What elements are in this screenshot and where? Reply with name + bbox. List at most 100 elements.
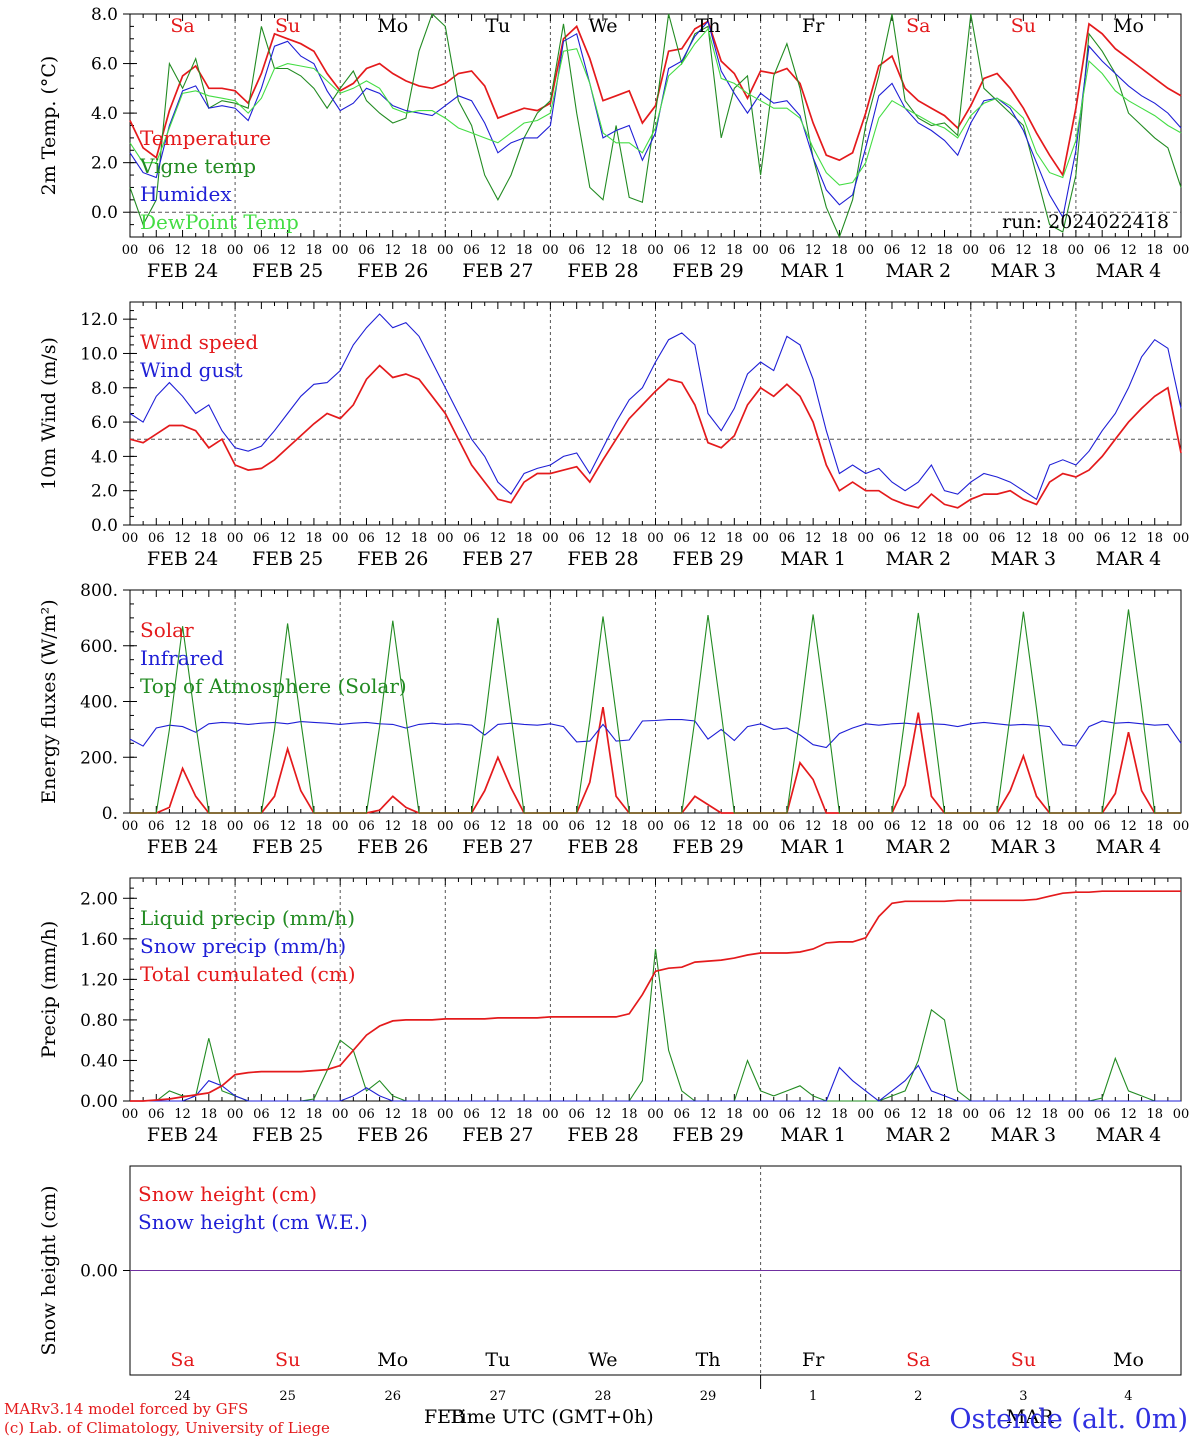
hour-tick-label: 06: [779, 819, 796, 834]
date-label: FEB 29: [672, 548, 743, 570]
hour-tick-label: 18: [516, 531, 533, 546]
y-tick-label: 800.: [80, 581, 118, 601]
date-label: MAR 2: [885, 260, 951, 282]
hour-tick-label: 00: [752, 1107, 769, 1122]
hour-tick-label: 06: [674, 531, 691, 546]
hour-tick-label: 06: [884, 531, 901, 546]
hour-tick-label: 06: [884, 243, 901, 258]
hour-tick-label: 12: [805, 1107, 822, 1122]
hour-tick-label: 00: [332, 1107, 349, 1122]
hour-tick-label: 18: [726, 531, 743, 546]
date-label: FEB 24: [147, 548, 218, 570]
hour-tick-label: 00: [1068, 243, 1085, 258]
weekday-label: Mo: [1113, 15, 1144, 37]
series-line-vigne-temp: [129, 13, 1182, 239]
month-label-mar: MAR: [1006, 1406, 1054, 1428]
hour-tick-label: 18: [1041, 531, 1058, 546]
y-tick-label: 0.: [102, 804, 118, 824]
hour-tick-label: 00: [857, 1107, 874, 1122]
hour-tick-label: 18: [306, 1107, 323, 1122]
hour-tick-label: 06: [253, 819, 270, 834]
y-axis-label: Energy fluxes (W/m²): [38, 599, 60, 803]
hour-tick-label: 12: [595, 819, 612, 834]
series-line-top-of-atmosphere-solar-: [130, 609, 1181, 814]
panel-energy: 800. 600. 400. 200. 0. Energy fluxes (W/m²) So…: [38, 581, 1189, 858]
series-line-humidex: [129, 20, 1182, 219]
series-line-wind-speed: [129, 364, 1182, 509]
weekday-label: Tu: [485, 1349, 510, 1371]
hour-tick-label: 18: [1041, 819, 1058, 834]
series-line-wind-gust: [129, 313, 1182, 501]
hour-tick-label: 18: [411, 1107, 428, 1122]
date-label: FEB 26: [357, 548, 428, 570]
hour-tick-label: 12: [595, 243, 612, 258]
hour-tick-label: 18: [201, 243, 218, 258]
hour-tick-label: 18: [831, 819, 848, 834]
date-label: MAR 4: [1096, 836, 1162, 858]
date-label: FEB 26: [357, 836, 428, 858]
hour-tick-label: 00: [542, 531, 559, 546]
hour-tick-label: 12: [279, 243, 296, 258]
y-tick-label: 0.80: [80, 1011, 118, 1031]
weekday-label: We: [588, 1349, 617, 1371]
hour-tick-label: 06: [463, 531, 480, 546]
weekday-label: Sa: [906, 15, 930, 37]
hour-tick-label: 12: [1120, 819, 1137, 834]
hour-tick-label: 12: [805, 531, 822, 546]
hour-tick-label: 18: [1146, 1107, 1163, 1122]
hour-tick-label: 12: [490, 531, 507, 546]
hour-tick-label: 12: [700, 531, 717, 546]
y-axis-label: Precip (mm/h): [38, 921, 60, 1059]
hour-tick-label: 00: [227, 1107, 244, 1122]
hour-tick-label: 00: [752, 819, 769, 834]
date-label: FEB 25: [252, 836, 323, 858]
legend-entry: Wind gust: [140, 358, 243, 382]
y-tick-label: 200.: [80, 748, 118, 768]
date-label: FEB 26: [357, 1124, 428, 1146]
hour-tick-label: 06: [568, 531, 585, 546]
y-tick-label: 0.0: [91, 516, 118, 536]
hour-tick-label: 00: [647, 1107, 664, 1122]
hour-tick-label: 18: [936, 531, 953, 546]
day-number-label: 27: [490, 1389, 507, 1404]
y-tick-label: 600.: [80, 637, 118, 657]
y-tick-label: 8.0: [91, 5, 118, 25]
y-tick-label: 4.0: [91, 104, 118, 124]
series-line-snow-precip-mm-h-: [130, 1064, 1181, 1102]
hour-tick-label: 06: [779, 243, 796, 258]
hour-tick-label: 18: [831, 531, 848, 546]
hour-tick-label: 18: [1146, 819, 1163, 834]
station-label: Ostende (alt. 0m): [949, 1404, 1188, 1435]
hour-tick-label: 12: [174, 819, 191, 834]
day-number-label: 26: [384, 1389, 401, 1404]
hour-tick-label: 06: [674, 243, 691, 258]
date-label: MAR 2: [885, 548, 951, 570]
y-tick-label: 1.20: [80, 970, 118, 990]
hour-tick-label: 06: [358, 819, 375, 834]
hour-tick-label: 12: [1015, 243, 1032, 258]
hour-tick-label: 00: [647, 531, 664, 546]
date-label: FEB 25: [252, 1124, 323, 1146]
hour-tick-label: 06: [253, 243, 270, 258]
date-label: FEB 29: [672, 836, 743, 858]
hour-tick-label: 18: [516, 819, 533, 834]
hour-tick-label: 18: [621, 1107, 638, 1122]
hour-tick-label: 06: [674, 1107, 691, 1122]
day-number-label: 3: [1019, 1389, 1027, 1404]
hour-tick-label: 00: [542, 819, 559, 834]
day-number-label: 24: [174, 1389, 191, 1404]
legend-entry: Liquid precip (mm/h): [140, 906, 355, 930]
legend-entry: Snow precip (mm/h): [140, 934, 346, 958]
hour-tick-label: 18: [201, 1107, 218, 1122]
hour-tick-label: 06: [1094, 243, 1111, 258]
day-number-label: 4: [1124, 1389, 1132, 1404]
hour-tick-label: 06: [1094, 819, 1111, 834]
hour-tick-label: 06: [989, 531, 1006, 546]
date-label: MAR 1: [780, 548, 846, 570]
hour-tick-label: 00: [857, 243, 874, 258]
y-tick-label: 0.00: [80, 1092, 118, 1112]
date-label: MAR 1: [780, 1124, 846, 1146]
hour-tick-label: 00: [227, 819, 244, 834]
panel-snow: 0.00 Snow height (cm) Snow height (cm) Snow…: [38, 1165, 1182, 1404]
